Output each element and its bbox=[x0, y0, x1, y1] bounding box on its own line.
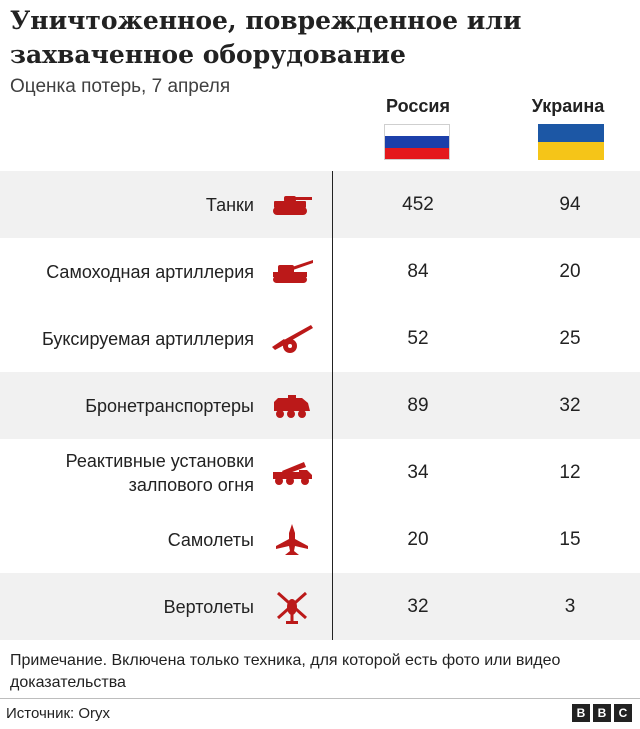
russia-flag-icon bbox=[384, 124, 450, 160]
bbc-logo-icon: B B C bbox=[572, 704, 632, 722]
tank-icon bbox=[273, 196, 312, 215]
ukraine-flag-icon bbox=[538, 124, 604, 160]
row-label: Бронетранспортеры bbox=[85, 395, 254, 416]
russia-flag-stripe-blue bbox=[385, 136, 449, 148]
column-header-ukraine: Украина bbox=[531, 96, 605, 116]
ukraine-flag-stripe-blue bbox=[538, 124, 604, 142]
russia-value: 20 bbox=[407, 528, 429, 550]
losses-table: Танки 452 94 Самоходная артиллерия 84 20… bbox=[0, 171, 640, 640]
bbc-logo-block: B bbox=[593, 704, 611, 722]
row-label: Вертолеты bbox=[163, 596, 254, 617]
row-label: Буксируемая артиллерия bbox=[41, 328, 254, 349]
towed-artillery-icon bbox=[272, 325, 313, 353]
russia-flag-stripe-red bbox=[385, 147, 449, 159]
self-propelled-artillery-icon bbox=[273, 260, 313, 283]
ukraine-value: 94 bbox=[559, 193, 581, 215]
russia-value: 84 bbox=[407, 260, 429, 282]
russia-value: 52 bbox=[407, 327, 429, 349]
table-row: Самолеты 20 15 bbox=[0, 506, 640, 573]
row-label: Реактивные установки залпового огня bbox=[65, 450, 254, 495]
russia-value: 34 bbox=[407, 461, 429, 483]
table-row: Реактивные установки залпового огня 34 1… bbox=[0, 439, 640, 506]
row-label: Танки bbox=[205, 194, 254, 215]
ukraine-flag-stripe-yellow bbox=[538, 142, 604, 160]
fighter-jet-icon bbox=[276, 524, 308, 555]
russia-flag-stripe-white bbox=[385, 125, 449, 137]
table-row: Буксируемая артиллерия 52 25 bbox=[0, 305, 640, 372]
ukraine-value: 12 bbox=[559, 461, 581, 483]
row-label: Самолеты bbox=[167, 529, 254, 550]
bbc-logo-block: C bbox=[614, 704, 632, 722]
table-row: Бронетранспортеры 89 32 bbox=[0, 372, 640, 439]
rocket-launcher-truck-icon bbox=[273, 462, 312, 485]
chart-subtitle: Оценка потерь, 7 апреля bbox=[10, 76, 231, 97]
row-label: Самоходная артиллерия bbox=[46, 261, 254, 282]
armored-personnel-carrier-icon bbox=[274, 395, 310, 418]
column-divider bbox=[332, 171, 333, 640]
ukraine-value: 25 bbox=[559, 327, 581, 349]
ukraine-value: 3 bbox=[564, 595, 576, 617]
russia-value: 89 bbox=[407, 394, 429, 416]
table-row: Вертолеты 32 3 bbox=[0, 573, 640, 640]
footnote: Примечание. Включена только техника, для… bbox=[10, 652, 561, 691]
ukraine-value: 20 bbox=[559, 260, 581, 282]
helicopter-icon bbox=[277, 591, 307, 624]
column-header-russia: Россия bbox=[386, 96, 450, 116]
table-row: Самоходная артиллерия 84 20 bbox=[0, 238, 640, 305]
bbc-logo-block: B bbox=[572, 704, 590, 722]
russia-value: 32 bbox=[407, 595, 429, 617]
ukraine-value: 15 bbox=[559, 528, 581, 550]
footer-divider bbox=[0, 698, 640, 699]
ukraine-value: 32 bbox=[559, 394, 581, 416]
russia-value: 452 bbox=[402, 193, 434, 215]
source-text: Источник: Oryx bbox=[6, 705, 111, 722]
table-row: Танки 452 94 bbox=[0, 171, 640, 238]
chart-title: Уничтоженное, поврежденное или захваченн… bbox=[10, 6, 522, 69]
